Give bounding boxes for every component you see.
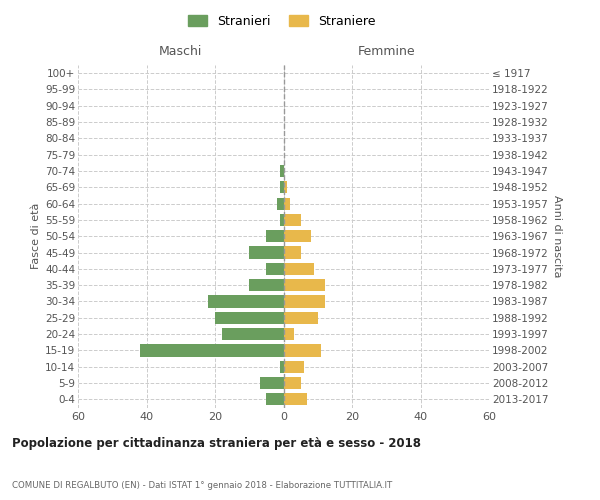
Bar bbox=[280, 181, 284, 194]
Bar bbox=[140, 344, 284, 356]
Y-axis label: Fasce di età: Fasce di età bbox=[31, 203, 41, 270]
Bar bbox=[284, 312, 318, 324]
Bar bbox=[260, 377, 284, 389]
Bar bbox=[249, 279, 284, 291]
Bar bbox=[208, 296, 284, 308]
Bar bbox=[284, 279, 325, 291]
Bar bbox=[280, 360, 284, 373]
Bar bbox=[284, 263, 314, 275]
Bar bbox=[266, 393, 284, 406]
Bar bbox=[284, 214, 301, 226]
Bar bbox=[284, 246, 301, 258]
Bar bbox=[284, 344, 321, 356]
Text: Popolazione per cittadinanza straniera per età e sesso - 2018: Popolazione per cittadinanza straniera p… bbox=[12, 438, 421, 450]
Bar bbox=[284, 181, 287, 194]
Bar bbox=[284, 360, 304, 373]
Text: Maschi: Maschi bbox=[159, 46, 202, 59]
Bar bbox=[222, 328, 284, 340]
Bar bbox=[284, 230, 311, 242]
Bar bbox=[280, 165, 284, 177]
Y-axis label: Anni di nascita: Anni di nascita bbox=[553, 195, 562, 278]
Text: COMUNE DI REGALBUTO (EN) - Dati ISTAT 1° gennaio 2018 - Elaborazione TUTTITALIA.: COMUNE DI REGALBUTO (EN) - Dati ISTAT 1°… bbox=[12, 480, 392, 490]
Bar bbox=[284, 296, 325, 308]
Bar bbox=[284, 377, 301, 389]
Bar bbox=[249, 246, 284, 258]
Bar bbox=[266, 263, 284, 275]
Text: Femmine: Femmine bbox=[358, 46, 415, 59]
Bar bbox=[215, 312, 284, 324]
Bar bbox=[280, 214, 284, 226]
Bar bbox=[284, 393, 307, 406]
Legend: Stranieri, Straniere: Stranieri, Straniere bbox=[185, 11, 379, 32]
Bar bbox=[284, 328, 294, 340]
Bar bbox=[266, 230, 284, 242]
Bar bbox=[284, 198, 290, 209]
Bar bbox=[277, 198, 284, 209]
